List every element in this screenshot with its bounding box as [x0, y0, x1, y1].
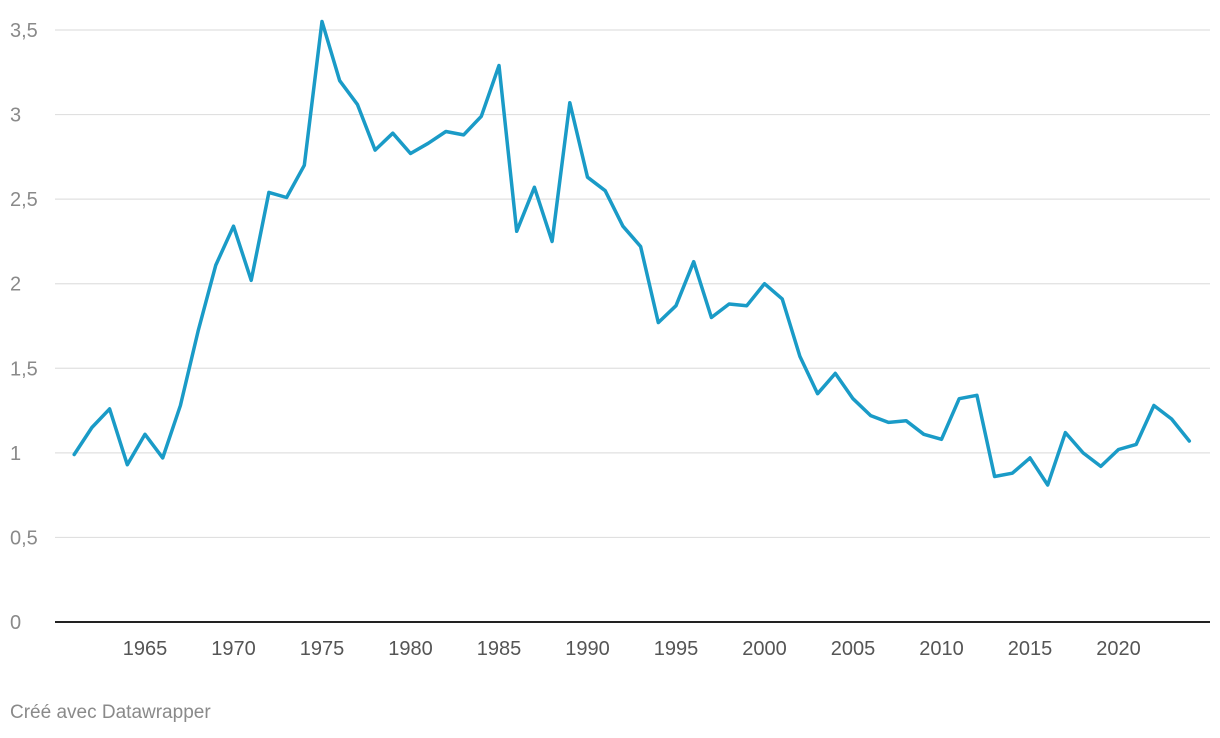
x-tick-label: 2005 [831, 638, 876, 660]
x-tick-label: 1975 [300, 638, 345, 660]
x-tick-label: 1965 [123, 638, 168, 660]
y-axis-tick-labels: 0 0,5 1 1,5 2 2,5 3 3,5 [10, 20, 38, 634]
y-tick-label: 2,5 [10, 189, 38, 211]
x-tick-label: 2015 [1008, 638, 1053, 660]
x-tick-label: 2000 [742, 638, 787, 660]
datawrapper-credit: Créé avec Datawrapper [10, 702, 211, 723]
x-tick-label: 1970 [211, 638, 256, 660]
y-tick-label: 1 [10, 443, 21, 465]
y-tick-label: 3,5 [10, 20, 38, 42]
y-tick-label: 1,5 [10, 358, 38, 380]
y-tick-label: 0,5 [10, 527, 38, 549]
x-tick-label: 1980 [388, 638, 433, 660]
x-tick-label: 1995 [654, 638, 699, 660]
x-tick-label: 1985 [477, 638, 522, 660]
y-tick-label: 2 [10, 274, 21, 296]
y-tick-label: 0 [10, 612, 21, 634]
x-tick-label: 2010 [919, 638, 964, 660]
x-axis-tick-labels: 1965 1970 1975 1980 1985 1990 1995 2000 2005 2010… [123, 638, 1141, 660]
gridlines [55, 29, 1210, 623]
series-layer [72, 19, 1192, 487]
line-chart: 0 0,5 1 1,5 2 2,5 3 3,5 1965 1970 1975 1980 1985 199… [10, 19, 1210, 660]
y-tick-label: 3 [10, 105, 21, 127]
x-tick-label: 1990 [565, 638, 610, 660]
x-tick-label: 2020 [1096, 638, 1141, 660]
series-line [72, 19, 1192, 487]
